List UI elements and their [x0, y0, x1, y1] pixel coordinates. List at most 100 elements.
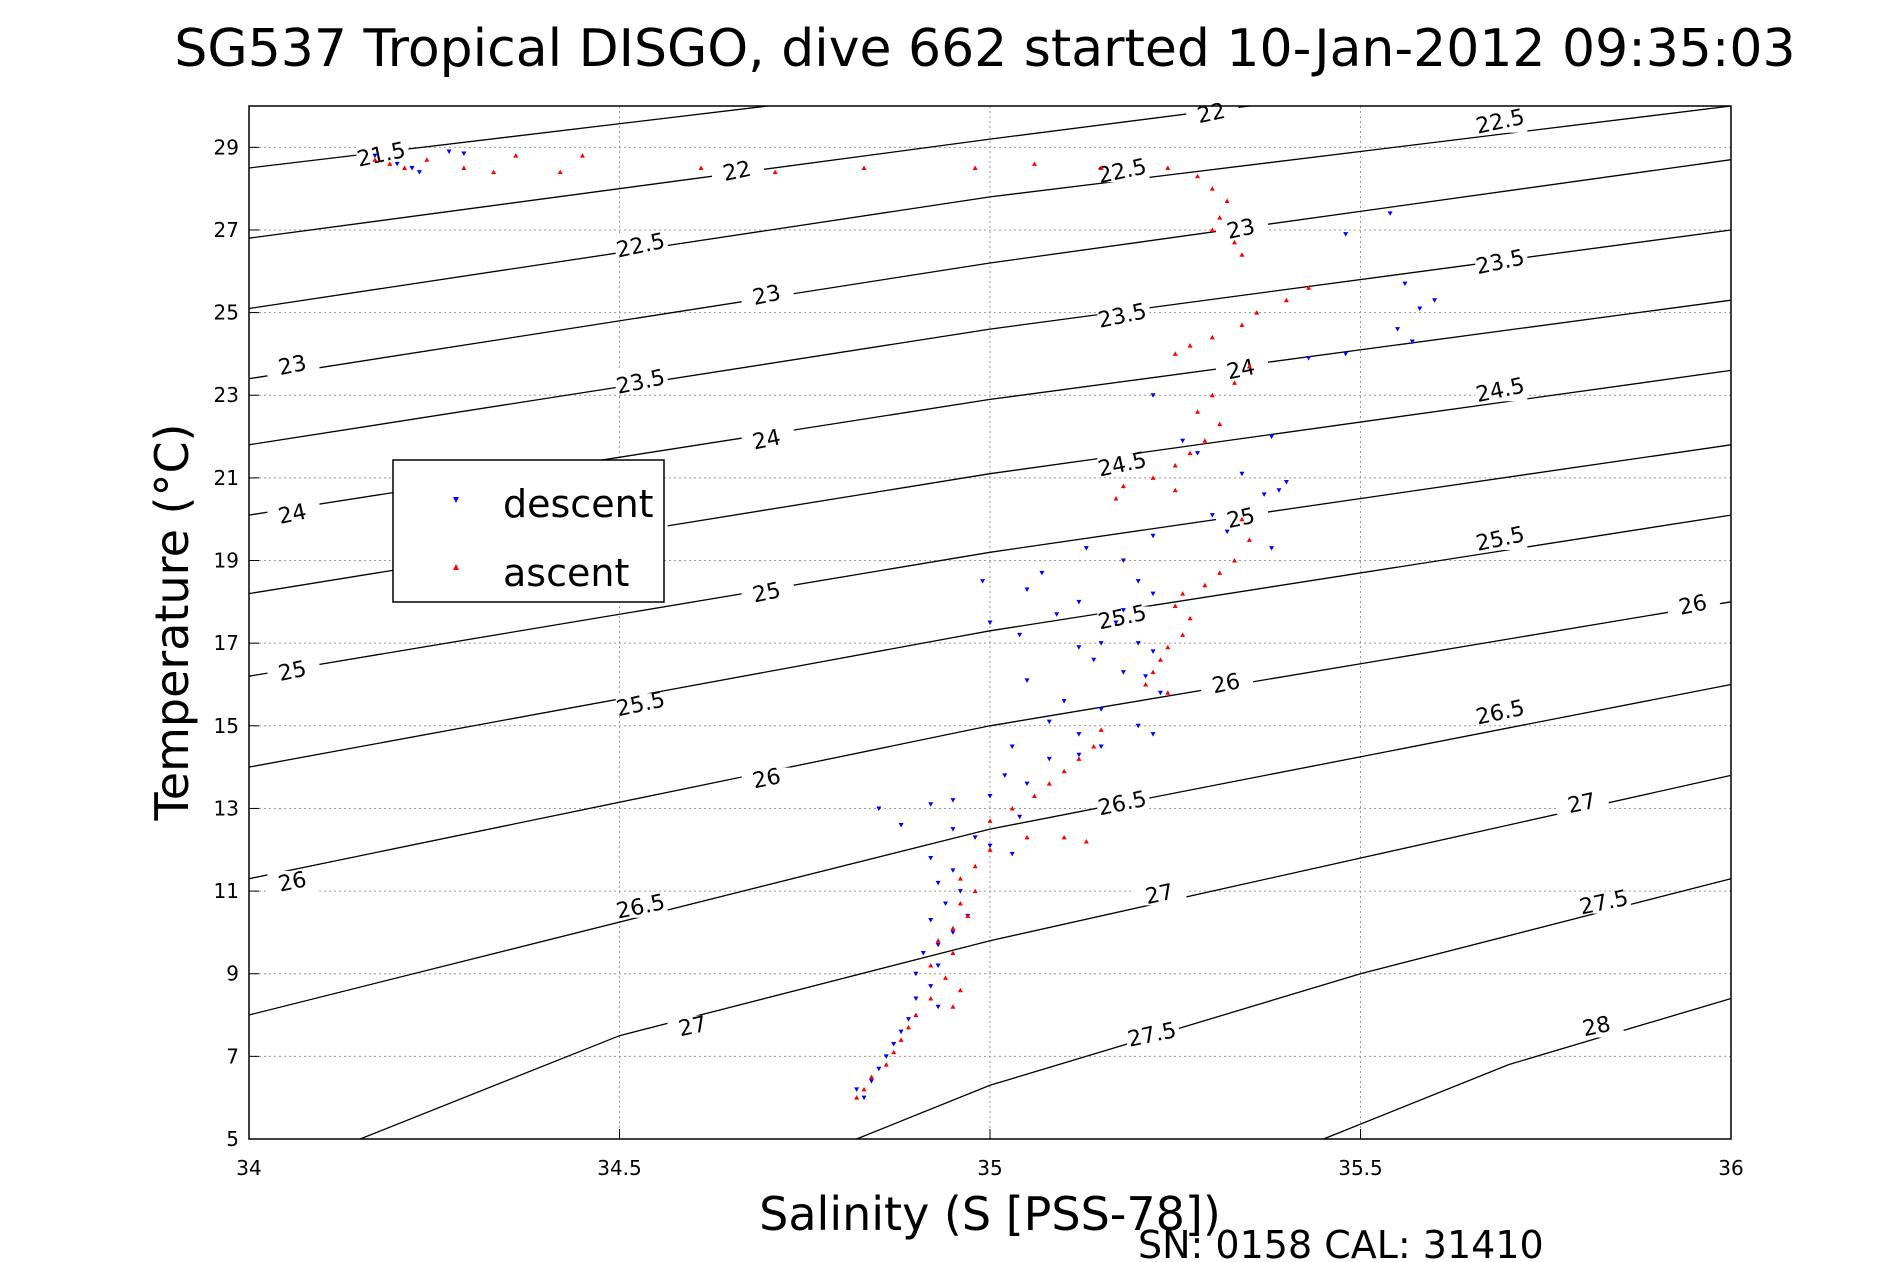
- ascent-point: [1217, 421, 1223, 427]
- descent-point: [876, 806, 882, 811]
- descent-point: [935, 1004, 941, 1010]
- contour-label-bg: [267, 354, 320, 377]
- ascent-point: [1232, 558, 1238, 563]
- descent-point: [1276, 488, 1282, 493]
- ascent-point: [1180, 632, 1186, 637]
- ascent-point: [1098, 165, 1104, 170]
- descent-point: [1098, 744, 1104, 749]
- contour-line-22: [248, 105, 1250, 239]
- contour-label-bg: [1571, 1015, 1624, 1038]
- contour-label-bg: [741, 767, 794, 790]
- contour-label-bg: [1475, 251, 1528, 274]
- descent-point: [1009, 851, 1015, 857]
- ascent-point: [1239, 322, 1245, 327]
- contour-label-bg: [1215, 358, 1268, 381]
- descent-point: [1135, 579, 1141, 584]
- ascent-point: [1217, 570, 1223, 575]
- legend-ascent-marker: [453, 564, 459, 570]
- descent-point: [409, 165, 415, 171]
- contour-line-27: [359, 774, 1732, 1140]
- ascent-point: [861, 1086, 867, 1092]
- contour-label: 25: [750, 578, 783, 608]
- contour-label: 23: [750, 281, 783, 311]
- x-tick-label: 34.5: [597, 1156, 642, 1180]
- contour-line-26: [248, 601, 1732, 880]
- contour-label-bg: [1097, 792, 1150, 815]
- descent-point: [898, 822, 904, 828]
- descent-point: [972, 835, 978, 840]
- contour-line-21.5: [248, 105, 768, 169]
- descent-point: [1061, 699, 1067, 704]
- descent-point: [935, 880, 941, 886]
- contour-label-bg: [1215, 218, 1268, 241]
- descent-point: [1091, 657, 1097, 663]
- contour-label-bg: [741, 284, 794, 307]
- contour-line-27.5: [856, 878, 1732, 1140]
- x-tick-label: 34: [236, 1156, 261, 1180]
- contour-label-bg: [1097, 453, 1150, 476]
- contour-label: 24: [276, 500, 309, 530]
- ascent-point: [1180, 591, 1186, 596]
- descent-point: [1395, 327, 1401, 332]
- contour-label: 27: [676, 1012, 709, 1042]
- ascent-point: [1246, 363, 1252, 369]
- contour-label-bg: [1097, 606, 1150, 629]
- descent-point: [461, 151, 467, 157]
- legend-box: [392, 459, 665, 603]
- descent-point: [891, 1041, 897, 1047]
- ascent-point: [1076, 756, 1082, 761]
- descent-point: [416, 170, 422, 175]
- descent-point: [1039, 570, 1045, 576]
- descent-point: [1120, 558, 1126, 564]
- contour-label: 28: [1580, 1012, 1613, 1042]
- contour-line-25.5: [248, 514, 1732, 768]
- ascent-point: [905, 1024, 911, 1030]
- descent-point: [950, 930, 956, 935]
- x-tick-label: 35.5: [1338, 1156, 1383, 1180]
- contour-label-bg: [1186, 102, 1239, 125]
- descent-point: [1024, 587, 1030, 592]
- ascent-point: [972, 165, 978, 170]
- ascent-point: [987, 818, 993, 823]
- ascent-point: [965, 913, 971, 918]
- descent-point: [898, 1029, 904, 1035]
- descent-point: [1017, 632, 1023, 638]
- descent-point: [928, 984, 934, 989]
- descent-point: [1239, 471, 1245, 477]
- ascent-point: [1157, 657, 1163, 662]
- ascent-point: [1209, 227, 1215, 232]
- ascent-point: [513, 153, 519, 158]
- descent-point: [905, 1017, 911, 1022]
- descent-point: [1150, 591, 1156, 597]
- descent-point: [883, 1054, 889, 1059]
- contour-label-bg: [1097, 160, 1150, 183]
- ascent-point: [772, 169, 778, 175]
- ascent-point: [1202, 582, 1208, 588]
- y-tick-label: 9: [226, 962, 239, 986]
- contour-label: 24.5: [1474, 374, 1527, 409]
- y-tick-label: 15: [214, 714, 239, 738]
- ascent-point: [861, 165, 867, 170]
- ascent-point: [913, 1012, 919, 1018]
- contour-label-bg: [615, 234, 668, 257]
- descent-point: [1076, 645, 1082, 650]
- contour-label: 26: [1677, 591, 1710, 621]
- legend-ascent-label: ascent: [503, 551, 629, 595]
- descent-point: [928, 856, 934, 861]
- ascent-point: [1194, 409, 1200, 414]
- ascent-point: [1172, 351, 1178, 356]
- descent-point: [854, 1087, 860, 1092]
- chart-title: SG537 Tropical DISGO, dive 662 started 1…: [174, 19, 1795, 79]
- contour-label: 21.5: [355, 138, 408, 173]
- ascent-point: [1150, 475, 1156, 480]
- descent-point: [1113, 620, 1119, 625]
- ascent-point: [1187, 450, 1193, 456]
- contour-label-bg: [1201, 672, 1254, 695]
- ascent-point: [898, 1037, 904, 1042]
- ascent-point: [957, 900, 963, 906]
- y-tick-label: 5: [226, 1127, 239, 1151]
- y-tick-label: 25: [214, 301, 239, 325]
- ascent-point: [1143, 681, 1149, 687]
- descent-point: [1150, 732, 1156, 737]
- contour-label: 22.5: [1096, 155, 1149, 190]
